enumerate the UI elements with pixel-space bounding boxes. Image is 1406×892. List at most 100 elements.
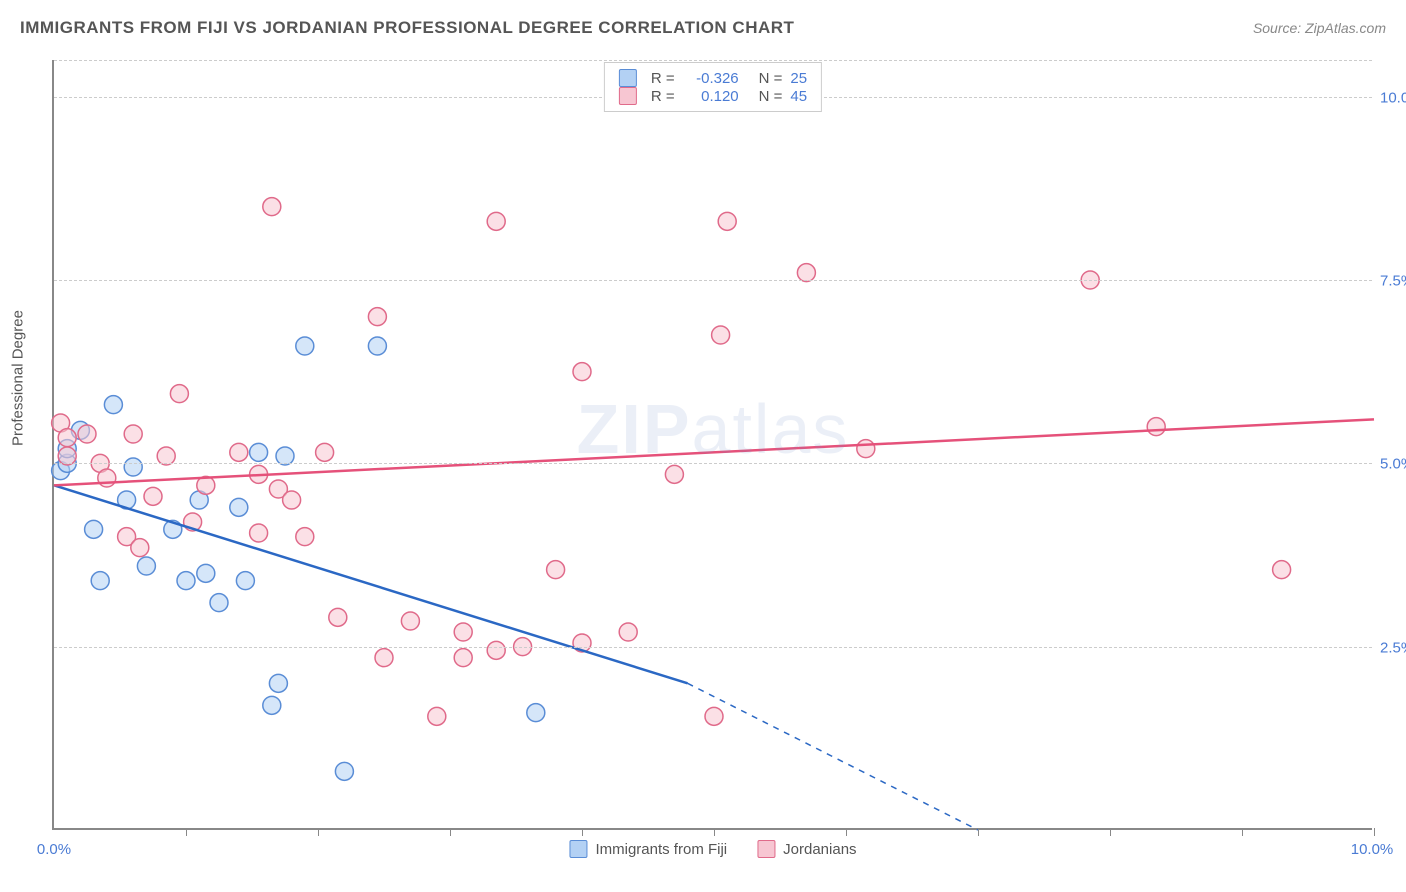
data-point-jordanians xyxy=(157,447,175,465)
legend-row-fiji: R = -0.326 N = 25 xyxy=(619,69,807,87)
data-point-fiji xyxy=(137,557,155,575)
data-point-jordanians xyxy=(296,528,314,546)
gridline: 5.0% xyxy=(54,463,1372,464)
x-tick xyxy=(978,828,979,836)
legend-item-jordanians: Jordanians xyxy=(757,840,856,858)
data-point-fiji xyxy=(368,337,386,355)
data-point-jordanians xyxy=(58,447,76,465)
data-point-jordanians xyxy=(712,326,730,344)
y-tick-label: 10.0% xyxy=(1380,89,1406,106)
chart-title: IMMIGRANTS FROM FIJI VS JORDANIAN PROFES… xyxy=(20,18,794,38)
x-tick xyxy=(1242,828,1243,836)
legend-series: Immigrants from Fiji Jordanians xyxy=(569,840,856,858)
data-point-jordanians xyxy=(619,623,637,641)
y-tick-label: 5.0% xyxy=(1380,456,1406,473)
legend-label-fiji: Immigrants from Fiji xyxy=(595,841,727,858)
data-point-fiji xyxy=(124,458,142,476)
gridline xyxy=(54,60,1372,61)
x-tick xyxy=(714,828,715,836)
data-point-jordanians xyxy=(401,612,419,630)
data-point-fiji xyxy=(236,572,254,590)
data-point-fiji xyxy=(527,704,545,722)
gridline: 2.5% xyxy=(54,647,1372,648)
data-point-jordanians xyxy=(1273,561,1291,579)
swatch-jordanians xyxy=(619,87,637,105)
n-value-fiji: 25 xyxy=(790,70,807,87)
x-axis-max-label: 10.0% xyxy=(1351,841,1394,858)
data-point-jordanians xyxy=(797,264,815,282)
legend-label-jordanians: Jordanians xyxy=(783,841,856,858)
data-point-jordanians xyxy=(230,443,248,461)
data-point-jordanians xyxy=(665,465,683,483)
data-point-jordanians xyxy=(316,443,334,461)
data-point-fiji xyxy=(269,674,287,692)
data-point-jordanians xyxy=(487,212,505,230)
data-point-fiji xyxy=(250,443,268,461)
data-point-fiji xyxy=(296,337,314,355)
data-point-jordanians xyxy=(144,487,162,505)
data-point-jordanians xyxy=(78,425,96,443)
n-value-jordanians: 45 xyxy=(790,88,807,105)
x-tick xyxy=(318,828,319,836)
r-value-fiji: -0.326 xyxy=(683,70,739,87)
data-point-jordanians xyxy=(375,649,393,667)
data-point-fiji xyxy=(230,498,248,516)
data-point-jordanians xyxy=(170,385,188,403)
y-axis-label: Professional Degree xyxy=(10,310,27,446)
data-point-jordanians xyxy=(1147,418,1165,436)
data-point-fiji xyxy=(91,572,109,590)
trendline-fiji xyxy=(54,485,688,683)
data-point-jordanians xyxy=(454,623,472,641)
data-point-fiji xyxy=(276,447,294,465)
data-point-fiji xyxy=(104,396,122,414)
data-point-fiji xyxy=(177,572,195,590)
r-label: R = xyxy=(651,70,675,87)
legend-correlation: R = -0.326 N = 25 R = 0.120 N = 45 xyxy=(604,62,822,112)
x-tick xyxy=(1110,828,1111,836)
data-point-jordanians xyxy=(368,308,386,326)
plot-area: ZIPatlas R = -0.326 N = 25 R = 0.120 N =… xyxy=(52,60,1372,830)
data-point-jordanians xyxy=(124,425,142,443)
data-point-jordanians xyxy=(131,539,149,557)
data-point-jordanians xyxy=(487,641,505,659)
gridline: 7.5% xyxy=(54,280,1372,281)
data-point-jordanians xyxy=(705,707,723,725)
data-point-jordanians xyxy=(329,608,347,626)
chart-svg xyxy=(54,60,1372,828)
n-label: N = xyxy=(759,88,783,105)
x-tick xyxy=(1374,828,1375,836)
swatch-fiji xyxy=(619,69,637,87)
data-point-jordanians xyxy=(718,212,736,230)
data-point-jordanians xyxy=(454,649,472,667)
x-tick xyxy=(582,828,583,836)
data-point-jordanians xyxy=(547,561,565,579)
data-point-jordanians xyxy=(58,429,76,447)
legend-row-jordanians: R = 0.120 N = 45 xyxy=(619,87,807,105)
y-tick-label: 7.5% xyxy=(1380,273,1406,290)
trendline-fiji-extrapolated xyxy=(688,683,978,830)
data-point-jordanians xyxy=(250,524,268,542)
data-point-fiji xyxy=(335,762,353,780)
y-tick-label: 2.5% xyxy=(1380,639,1406,656)
data-point-fiji xyxy=(85,520,103,538)
r-value-jordanians: 0.120 xyxy=(683,88,739,105)
x-tick xyxy=(186,828,187,836)
data-point-jordanians xyxy=(263,198,281,216)
data-point-fiji xyxy=(210,594,228,612)
data-point-jordanians xyxy=(283,491,301,509)
data-point-fiji xyxy=(263,696,281,714)
source-attribution: Source: ZipAtlas.com xyxy=(1253,20,1386,36)
data-point-jordanians xyxy=(857,440,875,458)
x-tick xyxy=(450,828,451,836)
n-label: N = xyxy=(759,70,783,87)
legend-item-fiji: Immigrants from Fiji xyxy=(569,840,727,858)
x-axis-min-label: 0.0% xyxy=(37,841,71,858)
swatch-fiji xyxy=(569,840,587,858)
data-point-fiji xyxy=(197,564,215,582)
data-point-jordanians xyxy=(573,363,591,381)
data-point-jordanians xyxy=(428,707,446,725)
swatch-jordanians xyxy=(757,840,775,858)
r-label: R = xyxy=(651,88,675,105)
data-point-jordanians xyxy=(98,469,116,487)
x-tick xyxy=(846,828,847,836)
